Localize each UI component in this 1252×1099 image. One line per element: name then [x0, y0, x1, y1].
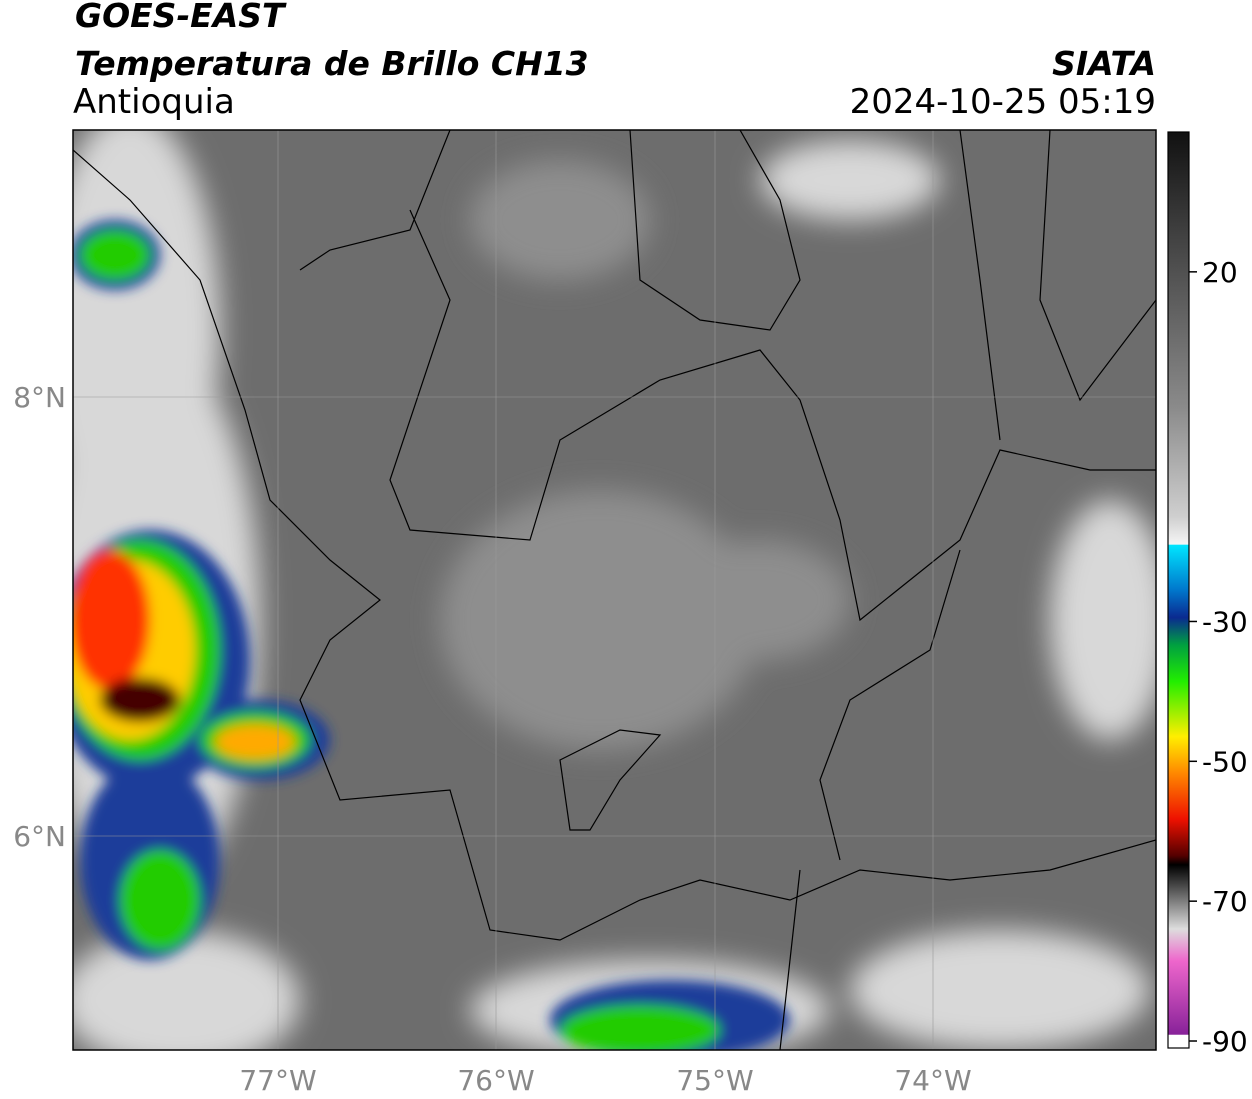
lon-label: 77°W — [239, 1064, 316, 1097]
colorbar-tick-label: -50 — [1202, 745, 1248, 778]
title: GOES-EAST — [75, 0, 285, 35]
map-frame — [72, 129, 1157, 1051]
colorbar — [1167, 131, 1190, 1049]
source: SIATA — [1052, 44, 1156, 83]
lat-label: 8°N — [13, 381, 66, 414]
lon-label: 75°W — [676, 1064, 753, 1097]
subtitle: Temperatura de Brillo CH13 — [75, 44, 589, 83]
lon-label: 76°W — [457, 1064, 534, 1097]
colorbar-tick-label: -70 — [1202, 885, 1248, 918]
satellite-image — [73, 130, 1156, 1050]
colorbar-tick-label: -90 — [1202, 1025, 1248, 1058]
graticule — [73, 130, 1156, 1050]
colorbar-tick-label: 20 — [1202, 256, 1238, 289]
timestamp: 2024-10-25 05:19 — [849, 82, 1156, 122]
region: Antioquia — [73, 82, 235, 122]
colorbar-tick-label: -30 — [1202, 605, 1248, 638]
lat-label: 6°N — [13, 820, 66, 853]
lon-label: 74°W — [894, 1064, 971, 1097]
